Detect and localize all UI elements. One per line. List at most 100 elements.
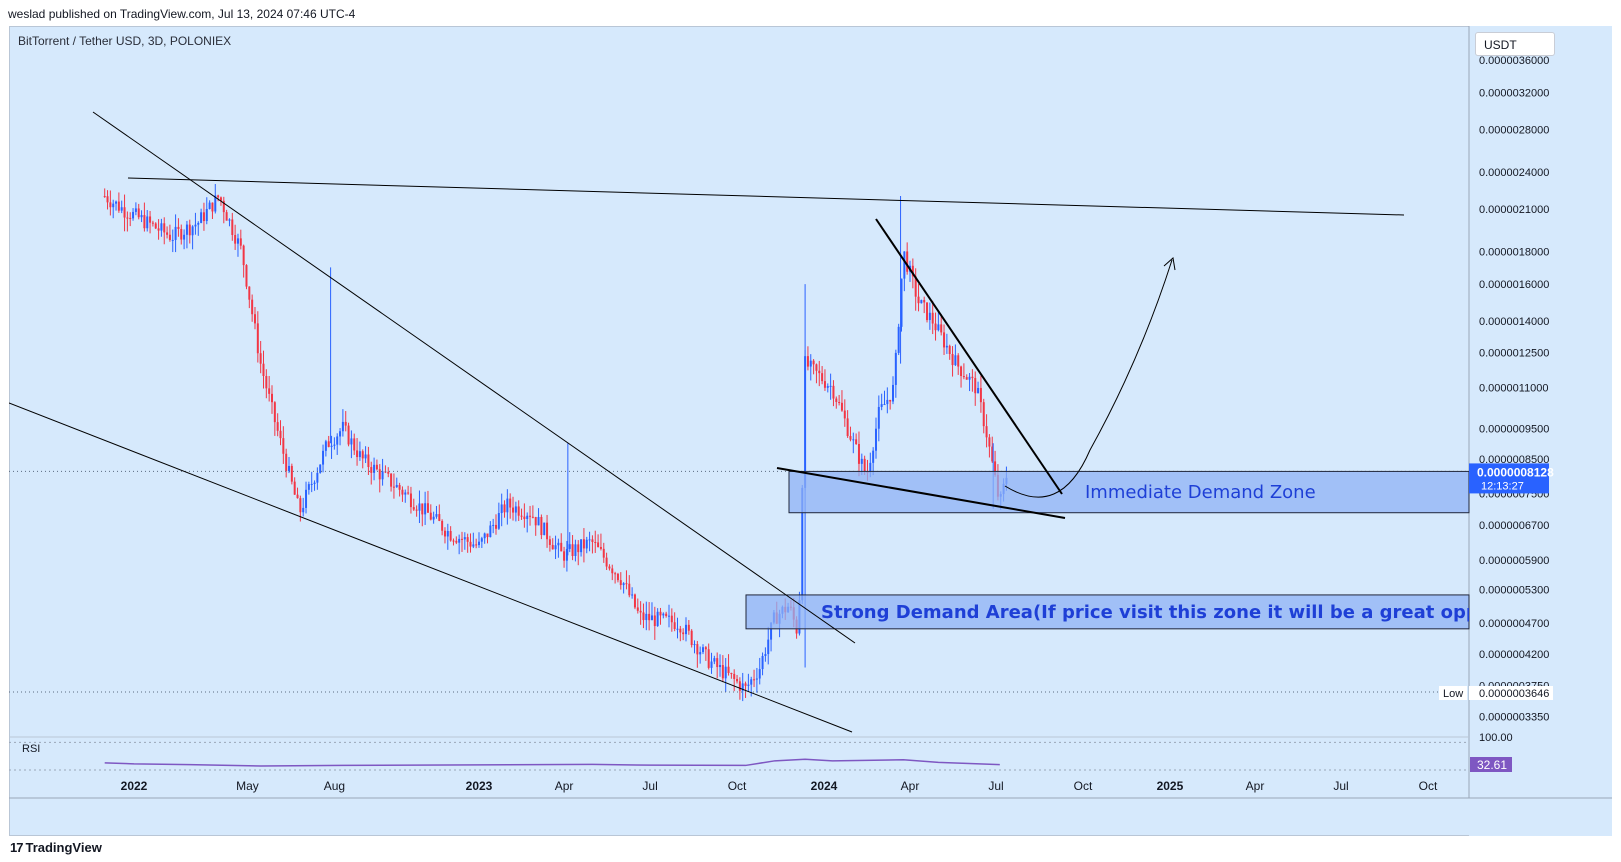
candle-body (687, 624, 690, 631)
candle-body (480, 538, 483, 542)
low-price-badge (1469, 686, 1553, 700)
candle-body (208, 202, 211, 209)
candle-body (693, 644, 696, 646)
currency-button[interactable]: USDT (1475, 32, 1555, 56)
candle-body (580, 539, 583, 553)
candle-body (821, 373, 824, 382)
candle-body (211, 202, 214, 212)
candle-body (191, 226, 194, 236)
candle-body (719, 665, 722, 668)
candle-body (361, 451, 364, 459)
candle-body (699, 652, 702, 655)
candle-body (985, 426, 988, 438)
candle-body (943, 332, 946, 348)
candle-body (239, 238, 242, 246)
candle-body (704, 647, 707, 650)
candle-body (829, 385, 832, 387)
candle-body (903, 251, 906, 279)
candle-body (305, 489, 308, 508)
candle-body (957, 355, 960, 367)
candle-body (656, 611, 659, 627)
chart-frame (9, 26, 1612, 836)
candle-body (625, 583, 628, 585)
candle-body (974, 378, 977, 394)
candle-body (392, 486, 395, 488)
candle-body (982, 402, 985, 427)
candle-body (951, 353, 954, 366)
candle-body (347, 425, 350, 445)
candle-body (438, 514, 441, 521)
candle-body (117, 201, 120, 211)
candle-body (336, 436, 339, 445)
rsi-value-badge (1470, 757, 1512, 772)
candle-body (486, 533, 489, 538)
candle-body (188, 224, 191, 236)
candle-body (863, 458, 866, 472)
candle-body (475, 544, 478, 546)
time-tick-label: Aug (324, 779, 345, 793)
candle-body (815, 364, 818, 371)
candle-body (968, 376, 971, 380)
immediate-demand-zone (788, 470, 1470, 514)
candle-body (892, 384, 894, 402)
time-tick-label: Apr (555, 779, 574, 793)
price-tick-label: 0.0000032000 (1479, 87, 1549, 99)
countdown-text: 12:13:27 (1481, 480, 1524, 492)
candle-body (534, 517, 537, 526)
candle-body (574, 544, 577, 557)
candle-body (296, 494, 299, 499)
candle-body (126, 217, 129, 219)
candle-body (758, 669, 761, 679)
candle-body (636, 607, 639, 611)
candle-body (546, 522, 549, 540)
candle-body (435, 514, 438, 517)
time-tick-label: Jul (642, 779, 657, 793)
candle-body (730, 673, 733, 675)
candle-body (631, 594, 634, 596)
candle-body (809, 360, 812, 367)
candle-body (563, 551, 566, 561)
time-tick-label: 2023 (466, 779, 493, 793)
candle-body (960, 366, 963, 377)
candle-body (194, 224, 197, 227)
candle-body (543, 522, 546, 536)
candle-body (146, 216, 149, 229)
time-tick-label: May (236, 779, 259, 793)
candle-body (540, 517, 543, 536)
candle-body (883, 404, 886, 406)
candle-body (801, 487, 804, 601)
low-price-text: 0.0000003646 (1479, 688, 1549, 700)
candle-body (750, 679, 753, 685)
candle-body (429, 512, 432, 520)
candle-body (877, 406, 880, 429)
candle-body (554, 545, 557, 550)
price-tick-label: 0.0000016000 (1479, 279, 1549, 291)
candle-body (662, 613, 665, 616)
candle-body (945, 345, 948, 348)
candle-body (667, 615, 670, 617)
candle-body (197, 222, 200, 225)
price-chart[interactable]: Immediate Demand Zone Strong Demand Area(… (9, 26, 1612, 836)
candle-body (639, 610, 642, 613)
candle-body (500, 504, 503, 514)
candle-body (183, 234, 186, 240)
candle-body (727, 666, 730, 674)
candle-body (157, 228, 160, 231)
candle-body (721, 665, 724, 679)
strong-demand-zone (745, 594, 1470, 630)
tradingview-logo[interactable]: 17 TradingView (10, 840, 102, 855)
candle-body (747, 684, 750, 686)
candle-body (622, 583, 625, 586)
candle-body (761, 655, 764, 670)
candle-body (367, 454, 370, 468)
candle-body (894, 352, 897, 385)
candle-body (109, 202, 112, 208)
candle-body (424, 503, 427, 515)
price-tick-label: 0.0000036000 (1479, 55, 1549, 67)
candle-body (846, 418, 849, 437)
last-price-badge (1469, 463, 1549, 494)
candle-body (594, 542, 597, 544)
candle-body (262, 363, 265, 377)
candle-body (517, 506, 520, 516)
price-tick-label: 0.0000024000 (1479, 167, 1549, 179)
